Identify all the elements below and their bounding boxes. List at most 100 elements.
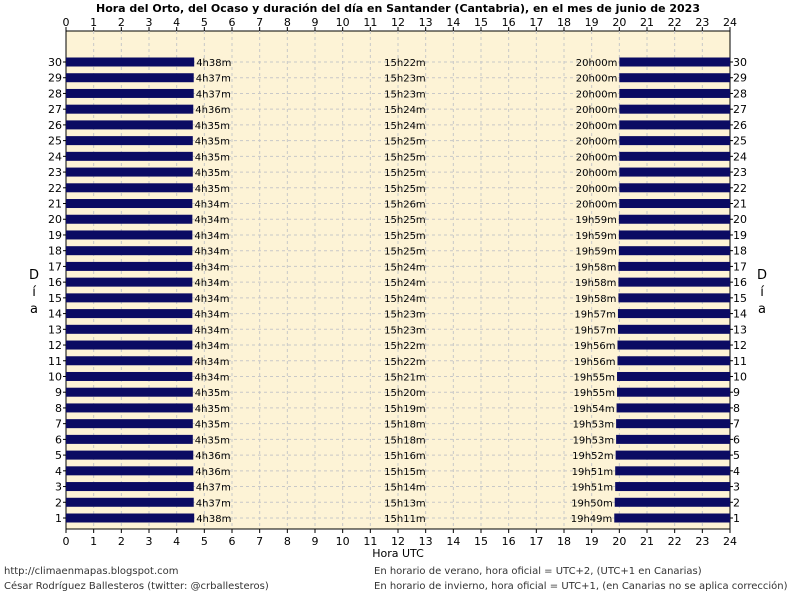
sunset-label: 20h00m: [576, 137, 618, 148]
night-bar-evening: [616, 434, 730, 444]
night-bar-evening: [618, 246, 730, 256]
night-bar-evening: [619, 167, 730, 177]
x-tick-label-bottom: 1: [90, 535, 97, 548]
sunset-label: 19h59m: [575, 247, 617, 258]
y-tick-label-left: 18: [48, 245, 62, 258]
day-length-label: 15h22m: [384, 357, 426, 368]
night-bar-evening: [619, 73, 730, 83]
x-tick-label-bottom: 4: [173, 535, 180, 548]
y-tick-label-right: 10: [733, 370, 747, 383]
day-length-label: 15h19m: [384, 404, 426, 415]
footer-author: César Rodríguez Ballesteros (twitter: @c…: [4, 581, 269, 592]
night-bar-evening: [616, 419, 730, 429]
footer-url: http://climaenmapas.blogspot.com: [4, 566, 179, 577]
x-tick-label-top: 16: [502, 16, 516, 29]
x-tick-label-top: 23: [695, 16, 709, 29]
sunset-label: 20h00m: [576, 200, 618, 211]
y-tick-label-left: 30: [48, 56, 62, 69]
y-tick-label-right: 12: [733, 339, 747, 352]
sunrise-label: 4h36m: [195, 105, 230, 116]
x-tick-label-top: 12: [391, 16, 405, 29]
y-tick-label-right: 7: [733, 418, 740, 431]
sunset-label: 20h00m: [576, 152, 618, 163]
x-tick-label-bottom: 20: [612, 535, 626, 548]
night-bar-morning: [66, 183, 193, 193]
x-tick-label-bottom: 2: [118, 535, 125, 548]
sunset-label: 19h57m: [574, 325, 616, 336]
sunrise-label: 4h34m: [194, 372, 229, 383]
x-tick-label-top: 15: [474, 16, 488, 29]
sunset-label: 19h55m: [573, 372, 615, 383]
x-tick-label-bottom: 19: [585, 535, 599, 548]
sunrise-label: 4h38m: [196, 514, 231, 525]
sunset-label: 19h54m: [573, 404, 615, 415]
y-tick-label-left: 15: [48, 292, 62, 305]
x-tick-label-top: 14: [446, 16, 460, 29]
y-tick-label-left: 26: [48, 119, 62, 132]
bars-layer: [66, 57, 730, 523]
sunset-label: 20h00m: [576, 168, 618, 179]
day-length-label: 15h11m: [384, 514, 426, 525]
sunrise-label: 4h35m: [195, 435, 230, 446]
y-tick-label-left: 3: [55, 481, 62, 494]
y-tick-label-right: 28: [733, 87, 747, 100]
y-tick-label-left: 6: [55, 433, 62, 446]
x-tick-label-bottom: 5: [201, 535, 208, 548]
sunset-label: 20h00m: [576, 89, 618, 100]
sunrise-label: 4h36m: [195, 467, 230, 478]
sunset-label: 19h55m: [573, 388, 615, 399]
sunset-label: 19h49m: [571, 514, 613, 525]
sunrise-label: 4h34m: [194, 294, 229, 305]
sunset-label: 20h00m: [576, 184, 618, 195]
sunrise-label: 4h34m: [194, 278, 229, 289]
y-tick-label-right: 1: [733, 512, 740, 525]
night-bar-evening: [619, 88, 730, 98]
sunrise-label: 4h35m: [195, 152, 230, 163]
x-ticks-layer: 0011223344556677889910101111121213131414…: [63, 16, 738, 548]
y-tick-label-right: 2: [733, 496, 740, 509]
night-bar-evening: [619, 120, 730, 130]
day-length-label: 15h18m: [384, 435, 426, 446]
night-bar-evening: [617, 371, 730, 381]
y-tick-label-right: 14: [733, 308, 747, 321]
x-tick-label-top: 2: [118, 16, 125, 29]
y-tick-label-left: 27: [48, 103, 62, 116]
y-tick-label-right: 3: [733, 481, 740, 494]
x-tick-label-top: 7: [256, 16, 263, 29]
y-tick-label-left: 29: [48, 72, 62, 85]
sunset-label: 20h00m: [576, 121, 618, 132]
night-bar-morning: [66, 261, 193, 271]
y-tick-label-right: 13: [733, 323, 747, 336]
x-tick-label-bottom: 7: [256, 535, 263, 548]
y-tick-label-left: 8: [55, 402, 62, 415]
night-bar-morning: [66, 293, 193, 303]
night-bar-evening: [615, 450, 730, 460]
night-bar-evening: [618, 261, 730, 271]
sunset-label: 20h00m: [576, 105, 618, 116]
x-tick-label-bottom: 0: [63, 535, 70, 548]
y-tick-label-left: 19: [48, 229, 62, 242]
night-bar-morning: [66, 434, 193, 444]
night-bar-morning: [66, 371, 193, 381]
sunset-label: 19h58m: [575, 294, 617, 305]
y-tick-label-right: 29: [733, 72, 747, 85]
y-tick-label-left: 14: [48, 308, 62, 321]
sunset-label: 19h53m: [573, 435, 615, 446]
night-bar-morning: [66, 466, 194, 476]
night-bar-morning: [66, 88, 194, 98]
x-tick-label-top: 0: [63, 16, 70, 29]
sunrise-label: 4h35m: [195, 121, 230, 132]
day-length-label: 15h23m: [384, 89, 426, 100]
x-tick-label-top: 11: [363, 16, 377, 29]
night-bar-morning: [66, 120, 193, 130]
sunset-label: 19h56m: [574, 341, 616, 352]
night-bar-morning: [66, 387, 193, 397]
night-bar-morning: [66, 309, 193, 319]
y-tick-label-right: 21: [733, 198, 747, 211]
night-bar-morning: [66, 356, 193, 366]
night-bar-evening: [617, 324, 730, 334]
night-bar-evening: [615, 482, 730, 492]
x-tick-label-bottom: 6: [229, 535, 236, 548]
y-tick-label-left: 12: [48, 339, 62, 352]
